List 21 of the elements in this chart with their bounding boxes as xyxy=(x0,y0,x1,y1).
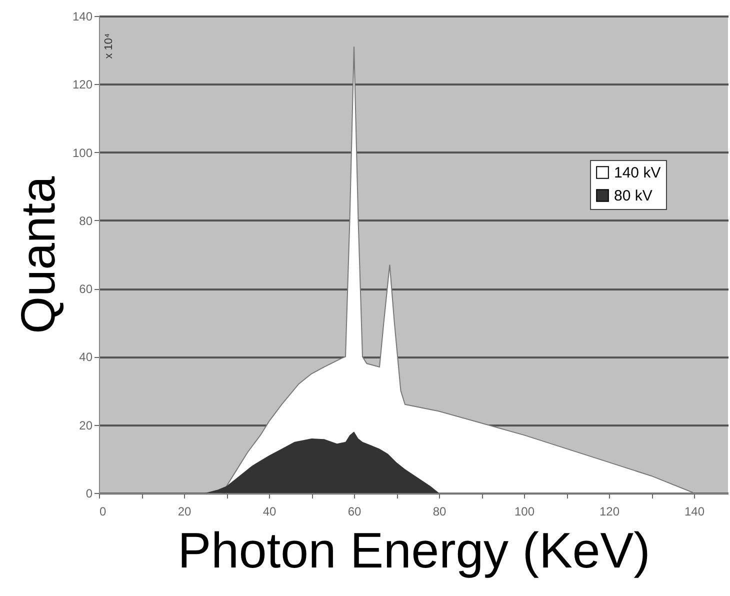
y-tick-label: 0 xyxy=(86,486,93,500)
legend-label: 140 kV xyxy=(614,164,661,182)
legend-label: 80 kV xyxy=(614,188,652,204)
y-tick-label: 20 xyxy=(79,418,93,432)
x-tick-label: 140 xyxy=(684,504,705,518)
x-tick-label: 20 xyxy=(178,504,192,518)
y-tick-label: 40 xyxy=(79,350,93,364)
y-tick-label: 120 xyxy=(72,78,93,92)
y-tick-label: 60 xyxy=(79,282,93,296)
y-tick-label: 100 xyxy=(72,146,93,160)
y-tick-label: 140 xyxy=(72,10,93,24)
x-tick-label: 120 xyxy=(599,504,620,518)
x-tick-label: 80 xyxy=(432,504,446,518)
x-tick-label: 60 xyxy=(348,504,362,518)
y-tick-label: 80 xyxy=(79,214,93,228)
x-tick-label: 100 xyxy=(514,504,535,518)
x-tick-label: 0 xyxy=(100,504,106,518)
annotation: x 10⁴ xyxy=(103,32,115,59)
x-tick-label: 40 xyxy=(262,504,276,518)
x-axis-title: Photon Energy (KeV) xyxy=(178,522,650,578)
y-axis-title: Quanta xyxy=(12,176,66,334)
